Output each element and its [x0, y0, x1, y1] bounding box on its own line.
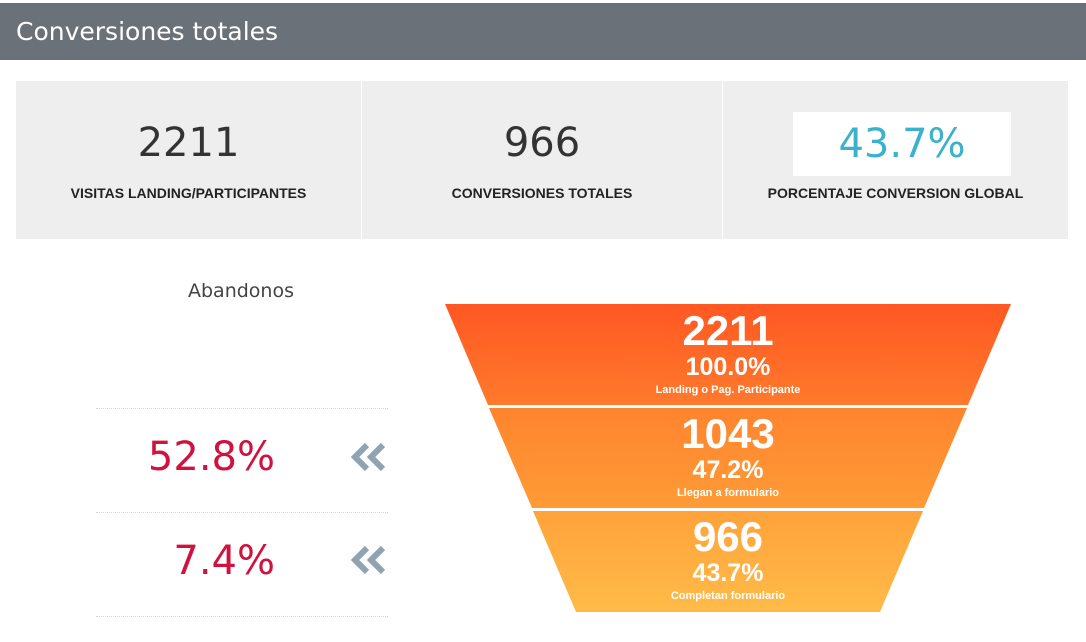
funnel-stage-label: Llegan a formulario — [676, 487, 780, 499]
funnel-stage-landing[interactable] — [445, 304, 1011, 405]
kpi-visitas-label: VISITAS LANDING/PARTICIPANTES — [70, 185, 307, 201]
funnel-stage-count: 1043 — [681, 410, 775, 457]
kpi-porcentaje: 43.7% PORCENTAJE CONVERSION GLOBAL — [722, 81, 1068, 239]
kpi-conversiones-value: 966 — [503, 120, 581, 166]
double-chevron-left-icon — [350, 442, 386, 472]
abandono-value-1: 52.8% — [147, 434, 275, 480]
kpi-conversiones: 966 CONVERSIONES TOTALES — [361, 81, 722, 239]
funnel-stage-label: Landing o Pag. Participante — [655, 384, 801, 396]
kpi-row: 2211 VISITAS LANDING/PARTICIPANTES 966 C… — [16, 81, 1068, 239]
double-chevron-left-icon — [350, 545, 386, 575]
kpi-porcentaje-label: PORCENTAJE CONVERSION GLOBAL — [767, 185, 1024, 201]
kpi-conversiones-label: CONVERSIONES TOTALES — [451, 185, 633, 201]
funnel-stage-count: 2211 — [682, 307, 774, 354]
kpi-visitas-value: 2211 — [137, 120, 240, 166]
page-title: Conversiones totales — [16, 17, 279, 46]
abandonos-title: Abandonos — [188, 280, 294, 302]
funnel-stage-percent: 100.0% — [685, 353, 771, 381]
funnel-stage-3-text: 966 43.7% Completan formulario — [528, 516, 928, 604]
kpi-porcentaje-box: 43.7% — [793, 112, 1011, 176]
funnel-stage-count: 966 — [692, 513, 764, 560]
funnel-stage-1-text: 2211 100.0% Landing o Pag. Participante — [528, 310, 928, 398]
kpi-porcentaje-value: 43.7% — [838, 121, 966, 167]
divider — [96, 616, 388, 617]
funnel-stage-percent: 47.2% — [692, 456, 764, 484]
divider — [96, 408, 388, 409]
funnel-stage-percent: 43.7% — [692, 559, 764, 587]
kpi-visitas: 2211 VISITAS LANDING/PARTICIPANTES — [16, 81, 361, 239]
abandono-value-2: 7.4% — [173, 538, 275, 584]
funnel-stage-2-text: 1043 47.2% Llegan a formulario — [528, 413, 928, 501]
funnel-stage-formulario[interactable] — [489, 408, 967, 508]
conversion-funnel — [445, 304, 1011, 612]
funnel-stage-label: Completan formulario — [670, 590, 786, 602]
divider — [96, 512, 388, 513]
funnel-stage-completan[interactable] — [533, 511, 923, 612]
dashboard-header: Conversiones totales — [0, 3, 1086, 60]
